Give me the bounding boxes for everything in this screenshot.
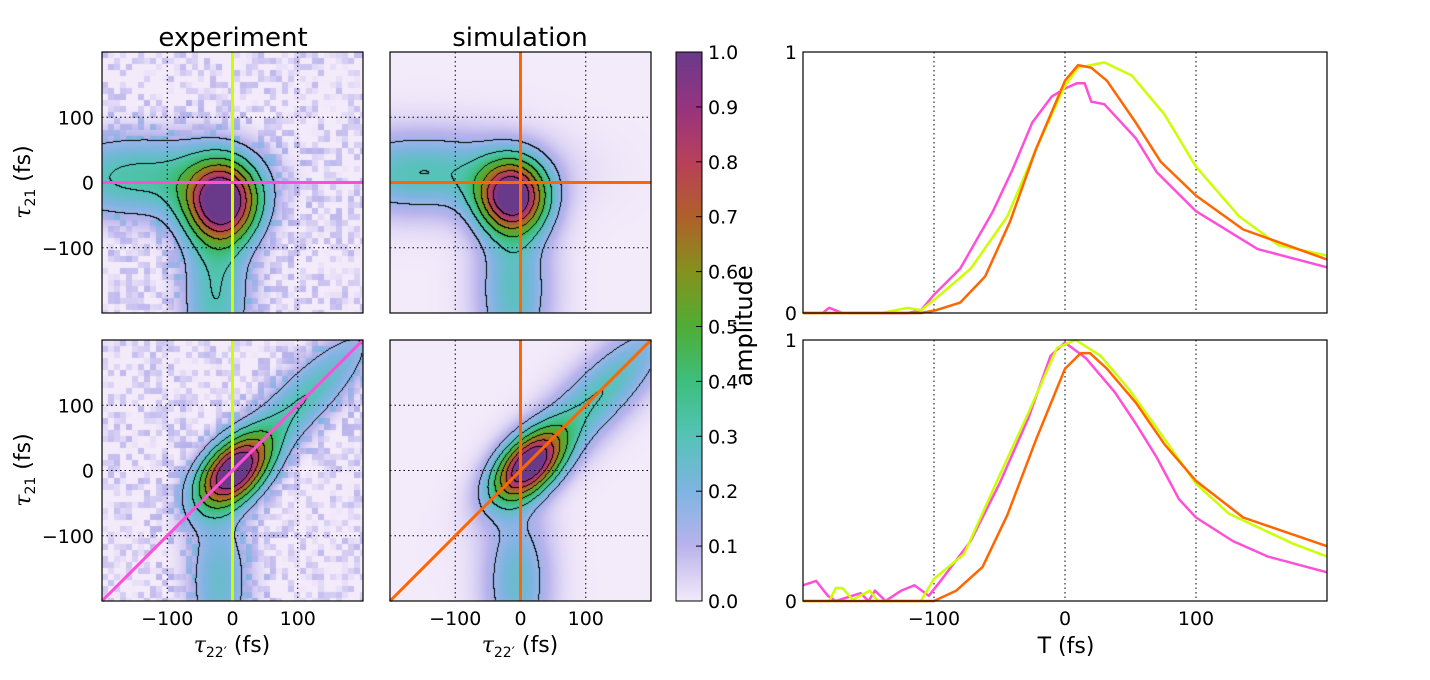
heatmap-axes-1 xyxy=(389,51,652,314)
y-tick-label: 0 xyxy=(785,591,797,613)
colorbar-tick-label: 0.8 xyxy=(708,152,738,174)
y-tick-label: 0 xyxy=(82,173,94,195)
y-tick-label: 1 xyxy=(785,330,797,352)
colorbar-tick-label: 0.5 xyxy=(708,317,738,339)
colorbar-tick-label: 0.7 xyxy=(708,207,738,229)
y-tick-label: 100 xyxy=(58,107,94,129)
colorbar-tick-label: 1.0 xyxy=(708,42,738,64)
cut-line-diagonal-orange xyxy=(388,338,653,603)
x-axis-label: τ22′ (fs) xyxy=(194,633,271,661)
x-axis-label: τ22′ (fs) xyxy=(482,633,559,661)
line-chart-4: 01 xyxy=(785,42,1328,325)
axes-frame xyxy=(101,339,364,602)
x-tick-label: 0 xyxy=(1059,608,1071,630)
y-axis-label: τ21 (fs) xyxy=(11,433,39,506)
colorbar-label: amplitude xyxy=(730,265,758,386)
series-line-orange xyxy=(803,63,1328,315)
x-tick-label: 100 xyxy=(1178,608,1214,630)
colorbar-tick-label: 0.2 xyxy=(708,481,738,503)
x-tick-label: 100 xyxy=(568,608,604,630)
colorbar-tick-label: 0.9 xyxy=(708,97,738,119)
cut-line-diagonal-magenta xyxy=(100,338,365,603)
y-tick-label: 100 xyxy=(58,395,94,417)
axes-frame xyxy=(802,51,1328,314)
x-axis-label-T: T (fs) xyxy=(1037,634,1095,659)
heatmap-axes-3: −100 0 100 τ22′ (fs) xyxy=(388,338,653,661)
colorbar-tick-label: 0.4 xyxy=(708,371,738,393)
series-line-magenta xyxy=(803,82,1328,315)
x-tick-label: 0 xyxy=(226,608,238,630)
y-tick-label: 0 xyxy=(785,303,797,325)
x-tick-label: −100 xyxy=(908,608,960,630)
axes-frame xyxy=(802,339,1328,602)
x-tick-label: 100 xyxy=(280,608,316,630)
x-tick-label: −100 xyxy=(141,608,193,630)
x-tick-label: 0 xyxy=(514,608,526,630)
series-line-orange xyxy=(803,351,1328,603)
x-tick-label: −100 xyxy=(429,608,481,630)
y-tick-label: −100 xyxy=(42,526,94,548)
y-tick-label: 1 xyxy=(785,42,797,64)
y-tick-label: −100 xyxy=(42,238,94,260)
colorbar-tick-label: 0.6 xyxy=(708,262,738,284)
axes-frame xyxy=(389,51,652,314)
series-line-yellow xyxy=(803,61,1328,315)
axes-frame xyxy=(101,51,364,314)
y-tick-label: 0 xyxy=(82,461,94,483)
y-axis-label: τ21 (fs) xyxy=(11,145,39,218)
colorbar-tick-label: 0.0 xyxy=(708,591,738,613)
axes-frame xyxy=(389,339,652,602)
panel-title-experiment: experiment xyxy=(158,23,307,53)
colorbar-tick-label: 0.3 xyxy=(708,426,738,448)
colorbar-tick-label: 0.1 xyxy=(708,536,738,558)
panel-title-simulation: simulation xyxy=(452,23,588,53)
line-chart-5: 0 1 −100 0 100 xyxy=(785,330,1328,630)
